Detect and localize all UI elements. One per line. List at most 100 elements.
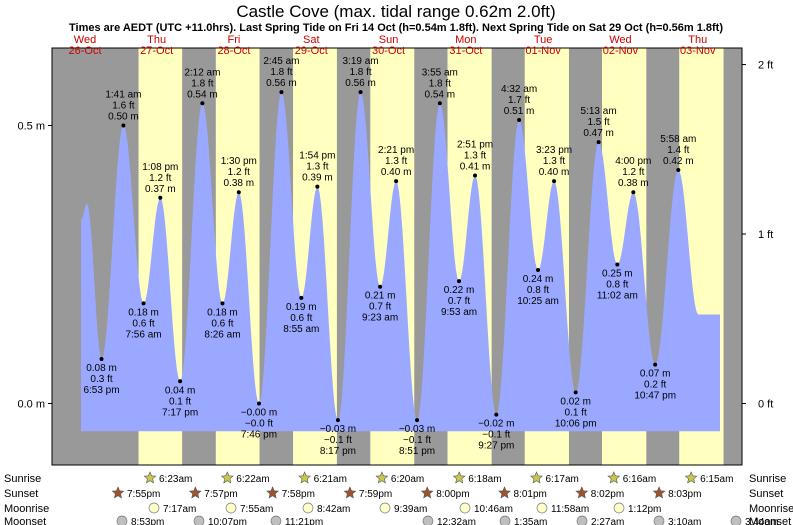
moon-icon bbox=[613, 502, 625, 514]
day-name: Sat bbox=[303, 34, 320, 46]
sunset-time: 7:58pm bbox=[282, 489, 315, 500]
high-tide-time: 3:55 am bbox=[422, 67, 458, 78]
low-tide-time: 10:06 pm bbox=[555, 418, 597, 429]
star-icon bbox=[498, 486, 511, 499]
low-tide-m: 0.04 m bbox=[165, 385, 196, 396]
tide-point bbox=[121, 123, 126, 128]
low-tide-m: −0.00 m bbox=[241, 408, 277, 419]
moonrise-time: 7:55am bbox=[240, 504, 273, 515]
moonset-time: 3:44am bbox=[745, 517, 778, 525]
high-tide-m: 0.37 m bbox=[145, 184, 176, 195]
star-icon bbox=[143, 471, 157, 484]
low-tide-time: 7:46 pm bbox=[241, 430, 277, 441]
high-tide-m: 0.56 m bbox=[345, 78, 376, 89]
tide-point bbox=[141, 301, 146, 306]
star-icon bbox=[188, 486, 202, 499]
sunset-time: 8:02pm bbox=[591, 489, 624, 500]
tide-point bbox=[517, 117, 522, 122]
chart-title: Castle Cove (max. tidal range 0.62m 2.0f… bbox=[236, 2, 555, 21]
low-tide-ft: −0.0 ft bbox=[245, 419, 273, 430]
high-tide-ft: 1.5 ft bbox=[587, 117, 609, 128]
tide-labels: 0.08 m0.3 ft6:53 pm 1:41 am1.6 ft0.50 m 0.… bbox=[83, 56, 696, 457]
moon-dark-icon bbox=[116, 515, 128, 525]
low-tide-time: 8:55 am bbox=[283, 324, 319, 335]
low-tide-ft: −0.1 ft bbox=[403, 435, 431, 446]
tide-point bbox=[236, 190, 241, 195]
low-tide-time: 7:17 pm bbox=[162, 407, 198, 418]
high-tide-time: 1:08 pm bbox=[142, 162, 178, 173]
tide-point bbox=[99, 357, 104, 362]
high-tide-m: 0.54 m bbox=[187, 89, 218, 100]
high-tide-time: 4:32 am bbox=[501, 84, 537, 95]
plot-frame bbox=[51, 47, 743, 466]
high-tide-m: 0.51 m bbox=[504, 106, 535, 117]
high-tide-ft: 1.2 ft bbox=[228, 167, 250, 178]
high-tide-ft: 1.7 ft bbox=[508, 95, 530, 106]
low-tide-ft: 0.7 ft bbox=[448, 296, 470, 307]
sunset-time: 8:03pm bbox=[668, 489, 701, 500]
day-name: Mon bbox=[455, 34, 476, 46]
high-tide-ft: 1.8 ft bbox=[191, 78, 213, 89]
tide-point bbox=[596, 140, 601, 145]
tide-point bbox=[200, 101, 205, 106]
low-tide-ft: 0.7 ft bbox=[369, 302, 391, 313]
moon-dark-icon bbox=[576, 515, 588, 525]
moonset-label-right: Moonset bbox=[749, 516, 791, 525]
moonset-time: 12:32am bbox=[437, 517, 476, 525]
day-date: 29-Oct bbox=[295, 45, 328, 57]
low-tide-m: 0.19 m bbox=[286, 302, 317, 313]
high-tide-time: 1:30 pm bbox=[221, 156, 257, 167]
moon-icon bbox=[459, 502, 471, 514]
low-tide-time: 9:23 am bbox=[362, 313, 398, 324]
tide-point bbox=[394, 179, 399, 184]
night-band bbox=[723, 48, 742, 465]
tide-curve bbox=[81, 92, 720, 432]
day-date: 27-Oct bbox=[140, 45, 173, 57]
high-tide-time: 4:00 pm bbox=[615, 156, 651, 167]
low-tide-time: 9:53 am bbox=[441, 307, 477, 318]
tide-point bbox=[315, 184, 320, 189]
tide-point bbox=[299, 295, 304, 300]
high-tide-ft: 1.3 ft bbox=[306, 162, 328, 173]
sunset-time: 7:57pm bbox=[204, 489, 237, 500]
sun-moon-table: Sunrise Sunrise 6:23am 6:22am 6:21am 6:20am 6:… bbox=[4, 471, 793, 525]
moonrise-time: 10:46am bbox=[474, 504, 513, 515]
moonrise-time: 8:42am bbox=[317, 504, 350, 515]
star-icon bbox=[530, 471, 543, 484]
moon-dark-icon bbox=[270, 515, 282, 525]
low-tide-m: 0.24 m bbox=[523, 274, 554, 285]
sunrise-label-left: Sunrise bbox=[4, 473, 41, 485]
day-date: 31-Oct bbox=[449, 45, 482, 57]
low-tide-time: 10:25 am bbox=[517, 296, 559, 307]
sunset-time: 8:00pm bbox=[436, 489, 469, 500]
high-tide-m: 0.41 m bbox=[460, 162, 491, 173]
moonrise-time: 11:58am bbox=[551, 504, 589, 515]
tide-point bbox=[473, 173, 478, 178]
low-tide-m: 0.02 m bbox=[560, 396, 591, 407]
tide-point bbox=[615, 262, 620, 267]
sunset-label-left: Sunset bbox=[4, 488, 38, 500]
tide-point bbox=[358, 90, 363, 95]
moon-dark-icon bbox=[422, 515, 434, 525]
high-tide-ft: 1.8 ft bbox=[270, 67, 292, 78]
high-tide-ft: 1.8 ft bbox=[349, 67, 371, 78]
sunrise-time: 6:18am bbox=[468, 474, 501, 485]
day-name: Thu bbox=[147, 34, 166, 46]
tide-point bbox=[653, 362, 658, 367]
low-tide-time: 6:53 pm bbox=[83, 385, 119, 396]
moon-icon bbox=[302, 502, 314, 514]
day-date: 30-Oct bbox=[372, 45, 405, 57]
day-date: 03-Nov bbox=[680, 45, 716, 57]
low-tide-m: −0.03 m bbox=[320, 424, 356, 435]
star-icon bbox=[298, 471, 312, 484]
high-tide-ft: 1.8 ft bbox=[429, 78, 451, 89]
low-tide-ft: 0.8 ft bbox=[606, 280, 628, 291]
sunrise-time: 6:23am bbox=[159, 474, 192, 485]
low-tide-ft: 0.1 ft bbox=[169, 396, 191, 407]
tide-point bbox=[158, 195, 163, 200]
high-tide-m: 0.50 m bbox=[108, 112, 139, 123]
sunrise-time: 6:21am bbox=[314, 474, 347, 485]
high-tide-m: 0.42 m bbox=[663, 156, 694, 167]
tide-point bbox=[335, 418, 340, 423]
moonrise-time: 7:17am bbox=[163, 504, 196, 515]
